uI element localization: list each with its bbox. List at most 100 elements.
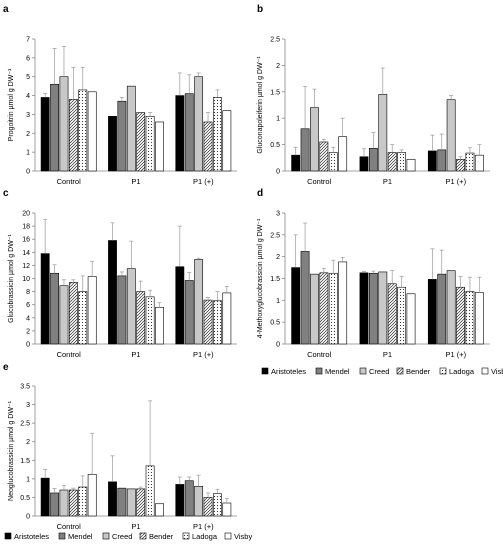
bar-mendel-p1 (184, 93, 194, 172)
bar-aristoteles-control (291, 154, 301, 172)
legend-swatch (261, 367, 269, 375)
legend-label: Mendel (68, 532, 93, 541)
legend-label: Aristoteles (14, 532, 49, 541)
panel-letter: a (3, 4, 9, 15)
chart-panel-b: b 0 0.5 1 1.5 2 2.5 Gluconapoleiferin µmol g DW… (257, 4, 490, 186)
panel-letter: b (257, 4, 263, 15)
bar-creed-p1 (126, 85, 136, 172)
bar-creed-control (310, 107, 319, 172)
bar-ladoga-p1 (465, 152, 475, 172)
x-tick-label: P1 (131, 522, 140, 531)
bar-bender-p1 (387, 283, 397, 345)
bar-aristoteles-control (40, 477, 50, 517)
legend-swatch (224, 532, 232, 540)
y-tick-label: 2.5 (270, 232, 280, 239)
bar-creed-p1 (378, 94, 388, 172)
bar-aristoteles-p1 (359, 156, 369, 172)
y-tick-label: 1.5 (270, 276, 280, 283)
legend-swatch (58, 532, 66, 540)
bar-aristoteles-p1 (108, 116, 117, 172)
bar-ladoga-control (78, 486, 88, 517)
y-tick-label: 3.5 (20, 384, 30, 391)
bar-ladoga-p1 (145, 465, 155, 517)
bar-aristoteles-p1 (359, 272, 369, 345)
bar-aristoteles-p1 (175, 95, 185, 172)
bar-bender-control (319, 272, 329, 345)
y-tick-label: 6 (26, 302, 30, 309)
y-tick-label: 2 (26, 439, 30, 446)
bar-bender-control (68, 489, 78, 517)
bar-creed-p1 (194, 259, 204, 345)
legend-label: Creed (369, 367, 389, 376)
bar-visby-control (338, 261, 348, 345)
bar-visby-p1 (406, 293, 416, 345)
bar-creed-control (59, 76, 69, 172)
legend-label: Bender (149, 532, 174, 541)
y-tick-label: 1 (276, 298, 280, 305)
bar-ladoga-p1 (213, 493, 222, 517)
panel-letter: c (3, 188, 9, 199)
x-tick-label: P1 (+) (193, 350, 214, 359)
bar-visby-p1 (406, 159, 416, 172)
y-tick-label: 2 (26, 131, 30, 138)
legend: Aristoteles Mendel Creed Bender Ladoga Visby (261, 367, 503, 376)
y-tick-label: 1.5 (20, 458, 30, 465)
y-tick-label: 16 (22, 237, 30, 244)
chart-panel-e: e 0 0.5 1 1.5 2 2.5 3 3.5 Neoglucobrassicin µmol … (3, 362, 237, 531)
legend-swatch (4, 532, 12, 540)
y-axis-label: Glucobrassicin µmol g DW⁻¹ (8, 234, 15, 323)
x-tick-label: Control (57, 177, 82, 186)
bar-aristoteles-p1 (427, 279, 437, 345)
chart-panel-d: d 0 0.5 1 1.5 2 2.5 3 4-Methoxyglucobrassicin µm… (257, 188, 490, 359)
y-axis-label: Progoitrin µmol g DW⁻¹ (8, 68, 15, 141)
bar-mendel-control (50, 492, 59, 517)
bar-creed-control (310, 273, 319, 345)
bar-visby-p1 (474, 154, 484, 172)
bar-creed-control (59, 489, 69, 517)
bar-bender-control (68, 99, 78, 172)
bar-mendel-p1 (368, 147, 378, 172)
legend-label: Ladoga (449, 367, 475, 376)
bar-visby-control (338, 136, 348, 172)
bar-mendel-control (50, 83, 59, 172)
legend-label: Aristoteles (271, 367, 306, 376)
bar-visby-control (87, 276, 97, 345)
legend: Aristoteles Mendel Creed Bender Ladoga Visby (4, 532, 252, 541)
bar-mendel-p1 (117, 487, 127, 517)
legend-label: Mendel (325, 367, 350, 376)
bar-mendel-control (300, 251, 310, 345)
bar-ladoga-p1 (397, 152, 406, 172)
bar-bender-p1 (456, 159, 465, 172)
bar-bender-p1 (136, 112, 146, 172)
y-tick-label: 0 (26, 169, 30, 176)
panel-letter: e (3, 362, 9, 373)
legend-label: Creed (112, 532, 132, 541)
x-tick-label: P1 (383, 177, 392, 186)
bar-aristoteles-p1 (175, 484, 185, 517)
bar-bender-p1 (203, 299, 213, 345)
y-tick-label: 10 (22, 276, 30, 283)
legend-label: Ladoga (192, 532, 218, 541)
bar-mendel-control (300, 128, 310, 172)
y-axis-label: 4-Methoxyglucobrassicin µmol g DW⁻¹ (257, 218, 264, 338)
legend-swatch (182, 532, 190, 540)
y-tick-label: 0 (276, 169, 280, 176)
x-tick-label: P1 (+) (193, 522, 214, 531)
legend-swatch (139, 532, 147, 540)
legend-swatch (396, 367, 404, 375)
bar-ladoga-p1 (213, 97, 222, 172)
x-tick-label: P1 (+) (446, 177, 467, 186)
y-tick-label: 2 (276, 63, 280, 70)
y-axis-label: Neoglucobrassicin µmol g DW⁻¹ (8, 400, 15, 501)
x-tick-label: P1 (131, 350, 140, 359)
y-tick-label: 2 (26, 328, 30, 335)
x-tick-label: Control (307, 177, 332, 186)
bar-visby-p1 (474, 292, 484, 345)
y-tick-label: 3 (26, 112, 30, 119)
y-tick-label: 18 (22, 224, 30, 231)
x-tick-label: Control (57, 350, 82, 359)
x-tick-label: P1 (+) (446, 350, 467, 359)
panel-letter: d (257, 188, 263, 199)
bar-ladoga-control (78, 291, 88, 345)
